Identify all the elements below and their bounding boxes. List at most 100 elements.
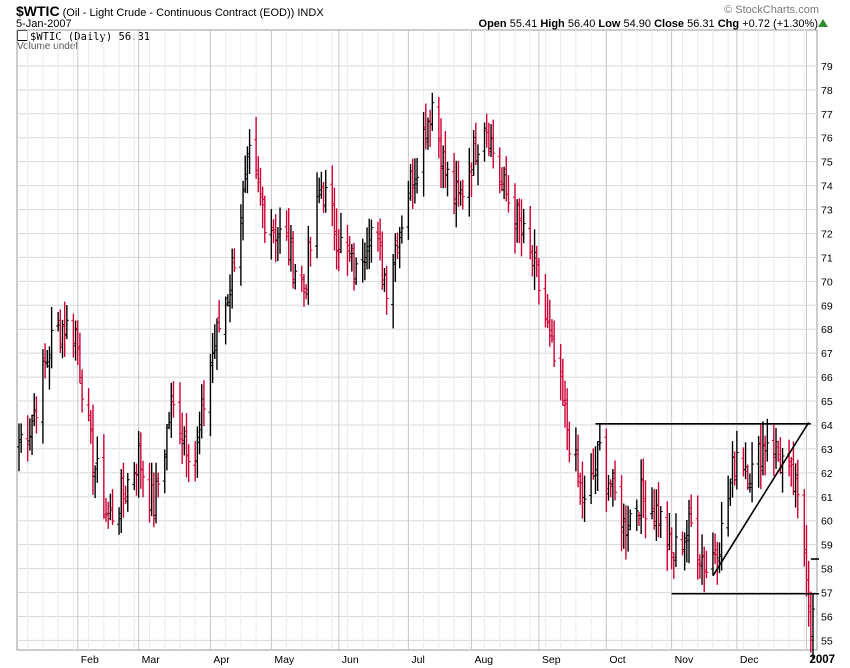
ohlc-bar bbox=[321, 181, 326, 213]
ohlc-bar bbox=[567, 421, 572, 463]
y-tick-label: 78 bbox=[821, 85, 833, 97]
y-tick-label: 62 bbox=[821, 468, 833, 480]
x-tick-label: Mar bbox=[142, 654, 161, 666]
y-tick-label: 70 bbox=[821, 276, 833, 288]
ohlc-bar bbox=[391, 254, 396, 329]
ohlc-bar bbox=[34, 396, 39, 434]
ohlc-bar bbox=[519, 199, 524, 257]
trend-line bbox=[712, 422, 810, 577]
y-tick-label: 75 bbox=[821, 157, 833, 169]
ohlc-bar bbox=[634, 499, 639, 531]
y-tick-label: 56 bbox=[821, 611, 833, 623]
ohlc-bar bbox=[719, 501, 724, 571]
ohlc-bar bbox=[384, 265, 389, 315]
ohlc-bar bbox=[521, 208, 526, 244]
ohlc-bar bbox=[177, 382, 182, 445]
ohlc-bar bbox=[728, 478, 733, 506]
ohlc-bar bbox=[460, 179, 465, 210]
ohlc-bar bbox=[378, 218, 383, 261]
close-value: 56.31 bbox=[687, 18, 715, 30]
chg-label: Chg bbox=[717, 18, 740, 30]
ohlc-bar bbox=[802, 489, 807, 567]
ohlc-bar bbox=[247, 129, 252, 174]
ohlc-bar bbox=[132, 462, 137, 491]
ohlc-bar bbox=[121, 462, 126, 518]
ohlc-bar bbox=[697, 554, 702, 579]
ohlc-bar bbox=[269, 208, 274, 260]
y-tick-label: 74 bbox=[821, 181, 833, 193]
ohlc-bar bbox=[741, 447, 746, 477]
ohlc-bar bbox=[628, 509, 633, 530]
ohlc-bar bbox=[369, 219, 374, 263]
ohlc-bar bbox=[656, 482, 661, 538]
ohlc-bar bbox=[182, 426, 187, 456]
ohlc-bar bbox=[223, 296, 228, 345]
ohlc-bar bbox=[291, 230, 296, 289]
ohlc-bar bbox=[93, 465, 98, 499]
y-axis: 55 56 57 58 59 60 61 62 63 64 65 66 67 68 69 70 71 72 73 74… bbox=[821, 61, 833, 648]
ohlc-bar bbox=[17, 423, 21, 472]
ohlc-bar bbox=[454, 160, 459, 228]
ohlc-bar bbox=[86, 388, 91, 422]
ohlc-bar bbox=[469, 162, 474, 197]
x-tick-label: Aug bbox=[474, 654, 493, 666]
ohlc-bar bbox=[636, 511, 641, 526]
x-axis: Feb Mar Apr May Jun Jul Aug Sep Oct Nov Dec 2007 bbox=[81, 654, 835, 666]
ohlc-bar bbox=[650, 487, 655, 520]
ohlc-bar bbox=[408, 164, 413, 201]
ohlc-bar bbox=[671, 552, 676, 579]
chart-title: $WTIC (Oil - Light Crude - Continuous Co… bbox=[16, 3, 324, 19]
ohlc-bar bbox=[90, 404, 95, 495]
ohlc-bar bbox=[75, 320, 80, 366]
ohlc-bar bbox=[774, 427, 779, 469]
ohlc-bar bbox=[167, 411, 172, 430]
y-tick-label: 77 bbox=[821, 109, 833, 121]
ohlc-bar bbox=[275, 227, 280, 262]
ohlc-bar bbox=[497, 147, 502, 194]
ohlc-bar bbox=[423, 103, 428, 150]
ohlc-bar bbox=[360, 238, 365, 283]
ohlc-bar bbox=[64, 305, 69, 340]
ohlc-bar bbox=[110, 489, 115, 526]
ohlc-bar bbox=[56, 312, 61, 332]
ohlc-bar bbox=[726, 475, 731, 537]
ohlc-bar bbox=[576, 434, 581, 488]
brand-link[interactable]: © StockCharts.com bbox=[724, 4, 819, 16]
ohlc-bar bbox=[515, 199, 520, 243]
ohlc-bar bbox=[164, 424, 169, 471]
ohlc-bar bbox=[745, 464, 750, 491]
trend-lines bbox=[595, 422, 819, 595]
ohlc-bar bbox=[499, 167, 504, 192]
y-tick-label: 63 bbox=[821, 444, 833, 456]
ohlc-bar bbox=[439, 118, 444, 188]
ohlc-bar bbox=[293, 263, 298, 290]
y-tick-label: 68 bbox=[821, 324, 833, 336]
ohlc-bar bbox=[425, 117, 430, 150]
ohlc-bar bbox=[430, 92, 435, 131]
ohlc-bar bbox=[345, 225, 350, 276]
y-tick-label: 55 bbox=[821, 635, 833, 647]
ohlc-bar bbox=[108, 493, 113, 521]
ohlc-bar bbox=[323, 169, 328, 213]
ohlc-bar bbox=[271, 219, 276, 244]
ohlc-bar bbox=[528, 206, 533, 260]
ohlc-bar bbox=[780, 447, 785, 493]
ohlc-bar bbox=[134, 463, 139, 496]
x-tick-label: May bbox=[274, 654, 295, 666]
y-tick-label: 61 bbox=[821, 492, 833, 504]
ohlc-bar bbox=[808, 591, 813, 653]
open-label: Open bbox=[478, 18, 507, 30]
x-tick-label: Feb bbox=[81, 654, 99, 666]
ohlc-bar bbox=[101, 434, 106, 519]
ohlc-bar bbox=[156, 472, 161, 498]
y-tick-label: 65 bbox=[821, 396, 833, 408]
ohlc-bar bbox=[406, 180, 411, 240]
y-tick-label: 76 bbox=[821, 133, 833, 145]
ohlc-bar bbox=[700, 534, 705, 585]
ohlc-summary: Open 55.41 High 56.40 Low 54.90 Close 56… bbox=[479, 18, 818, 30]
ohlc-bar bbox=[765, 418, 770, 462]
x-tick-label: Nov bbox=[675, 654, 694, 666]
price-legend-text: $WTIC (Daily) 56.31 bbox=[30, 31, 151, 43]
y-tick-label: 67 bbox=[821, 348, 833, 360]
